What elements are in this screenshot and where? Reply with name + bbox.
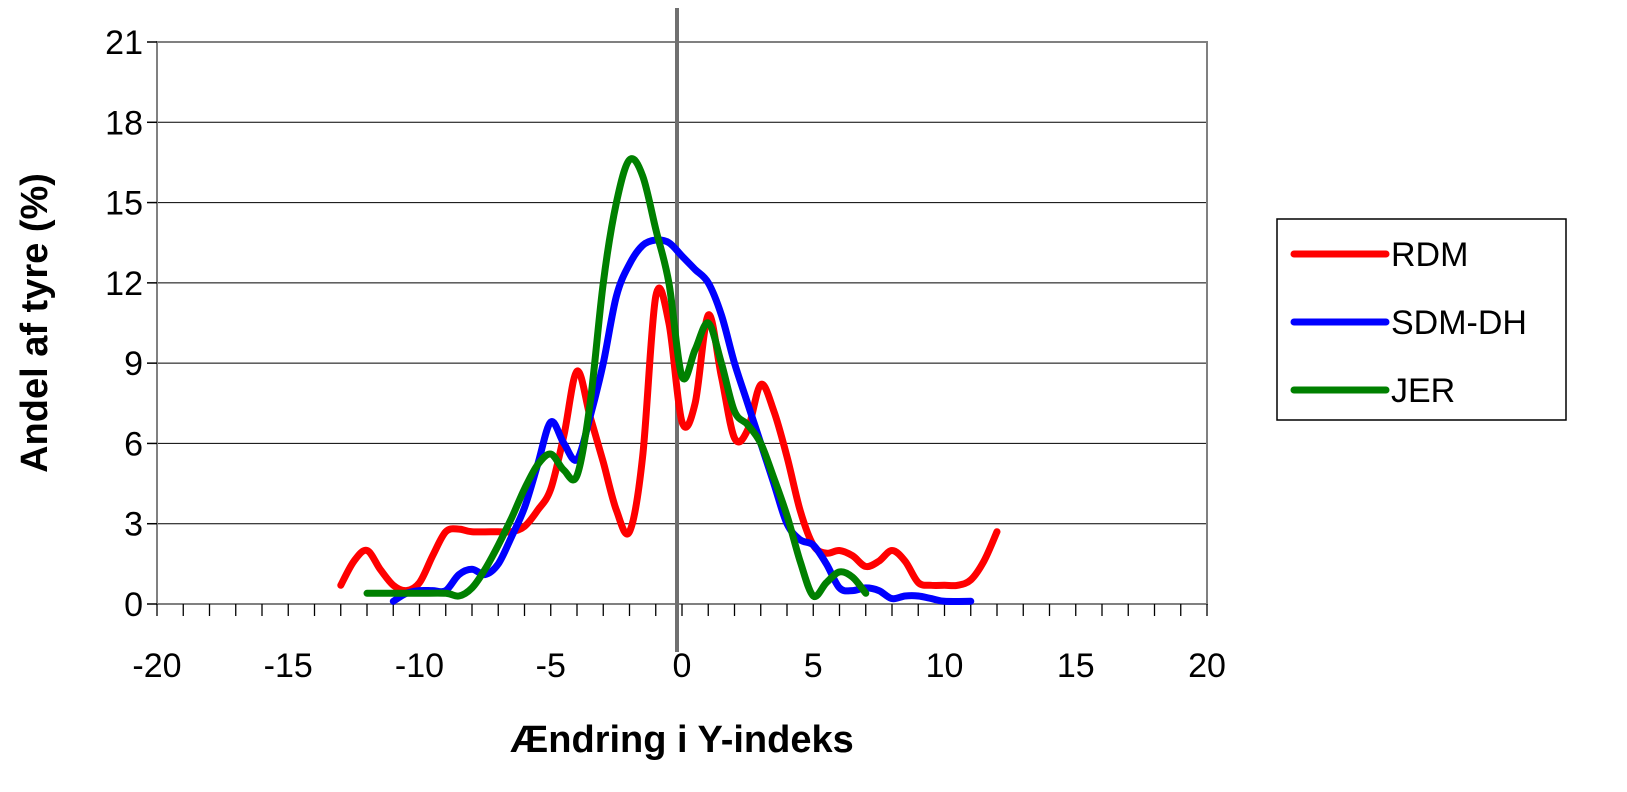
- x-tick-label: 20: [1188, 647, 1226, 685]
- y-tick-label: 9: [124, 345, 143, 383]
- x-tick-label: 0: [673, 647, 692, 685]
- series-line-jer: [363, 155, 870, 601]
- y-tick-label: 0: [124, 586, 143, 624]
- legend-label-rdm: RDM: [1391, 236, 1468, 274]
- x-minor-ticks: [156, 604, 1208, 616]
- x-axis-title: Ændring i Y-indeks: [510, 719, 853, 761]
- plot-area-frame: [156, 41, 1208, 605]
- y-axis-tick-labels: 0 3 6 9 12 15 18 21: [105, 24, 157, 624]
- grid-lines: [157, 41, 1207, 605]
- x-tick-label: 5: [804, 647, 823, 685]
- legend-label-sdm-dh: SDM-DH: [1391, 304, 1527, 342]
- y-axis-title: Andel af tyre (%): [14, 173, 56, 473]
- series-line-rdm: [337, 284, 1001, 595]
- series-layer: [337, 155, 1001, 606]
- x-tick-label: -15: [264, 647, 313, 685]
- x-tick-label: -5: [536, 647, 566, 685]
- y-tick-label: 12: [105, 265, 143, 303]
- x-tick-label: -10: [395, 647, 444, 685]
- x-axis-tick-labels: -20 -15 -10 -5 0 5 10 15 20: [132, 647, 1225, 685]
- y-tick-label: 21: [105, 24, 143, 62]
- y-tick-label: 15: [105, 185, 143, 223]
- legend: RDM SDM-DH JER: [1276, 218, 1567, 421]
- x-tick-label: -20: [132, 647, 181, 685]
- legend-label-jer: JER: [1391, 372, 1455, 410]
- x-tick-label: 10: [926, 647, 964, 685]
- y-tick-label: 18: [105, 104, 143, 142]
- y-tick-label: 3: [124, 506, 143, 544]
- x-tick-label: 15: [1057, 647, 1095, 685]
- y-tick-label: 6: [124, 425, 143, 463]
